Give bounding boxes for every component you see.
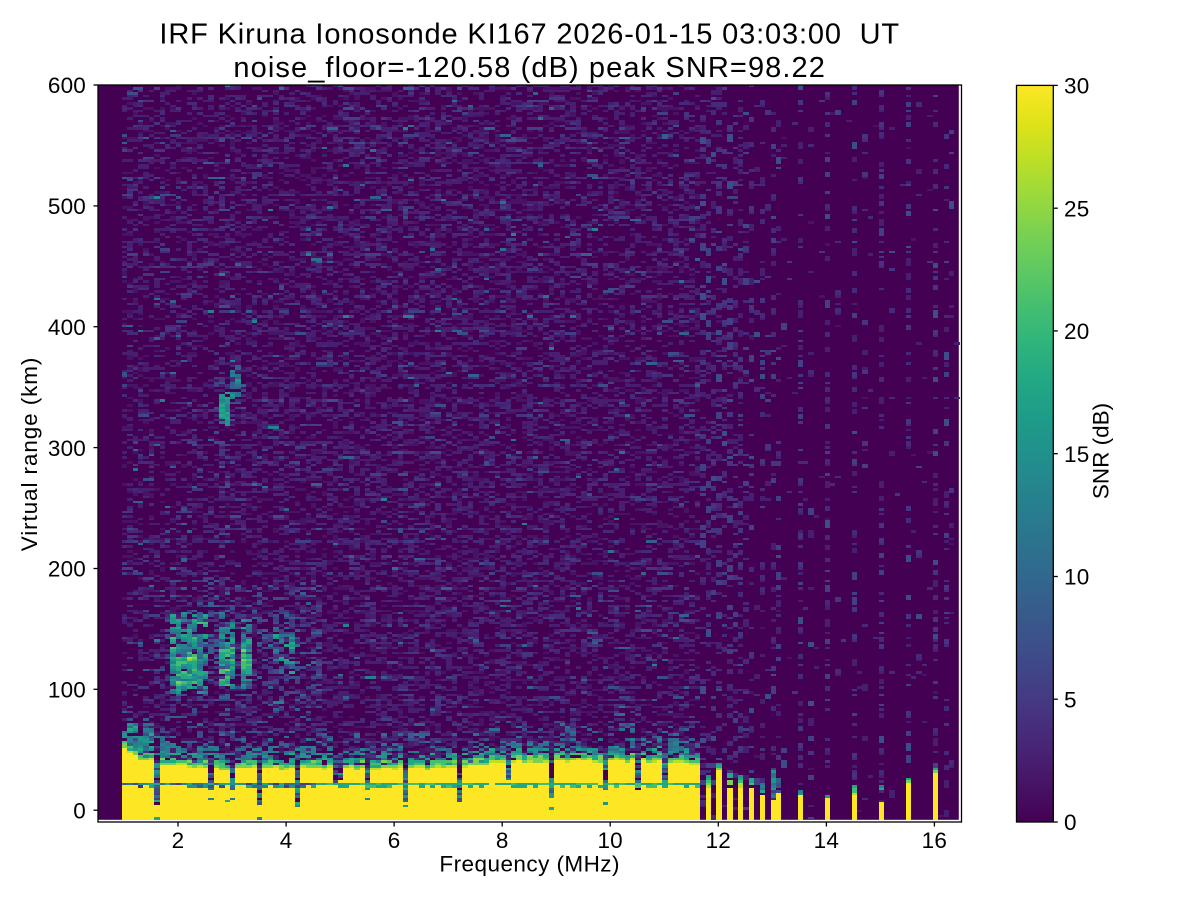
svg-text:6: 6 xyxy=(388,828,401,853)
svg-text:600: 600 xyxy=(48,73,86,98)
svg-text:10: 10 xyxy=(1064,565,1089,590)
svg-text:noise_floor=-120.58 (dB) peak: noise_floor=-120.58 (dB) peak SNR=98.22 xyxy=(233,52,826,84)
svg-text:2: 2 xyxy=(172,828,185,853)
svg-text:0: 0 xyxy=(73,798,86,823)
svg-text:8: 8 xyxy=(496,828,509,853)
svg-text:Frequency (MHz): Frequency (MHz) xyxy=(439,852,620,877)
svg-text:100: 100 xyxy=(48,678,86,703)
svg-text:14: 14 xyxy=(814,828,839,853)
svg-text:200: 200 xyxy=(48,557,86,582)
svg-text:0: 0 xyxy=(1064,810,1077,835)
svg-text:30: 30 xyxy=(1064,74,1089,99)
svg-text:15: 15 xyxy=(1064,442,1089,467)
svg-text:IRF Kiruna Ionosonde KI167 202: IRF Kiruna Ionosonde KI167 2026-01-15 03… xyxy=(159,19,900,51)
svg-text:4: 4 xyxy=(280,828,293,853)
svg-text:20: 20 xyxy=(1064,319,1089,344)
svg-text:500: 500 xyxy=(48,194,86,219)
svg-text:400: 400 xyxy=(48,315,86,340)
svg-text:SNR (dB): SNR (dB) xyxy=(1089,403,1114,499)
svg-text:25: 25 xyxy=(1064,196,1089,221)
svg-text:12: 12 xyxy=(706,828,731,853)
svg-text:Virtual range (km): Virtual range (km) xyxy=(17,357,42,552)
svg-text:16: 16 xyxy=(922,828,947,853)
svg-text:10: 10 xyxy=(597,828,622,853)
svg-text:300: 300 xyxy=(48,436,86,461)
svg-text:5: 5 xyxy=(1064,687,1077,712)
